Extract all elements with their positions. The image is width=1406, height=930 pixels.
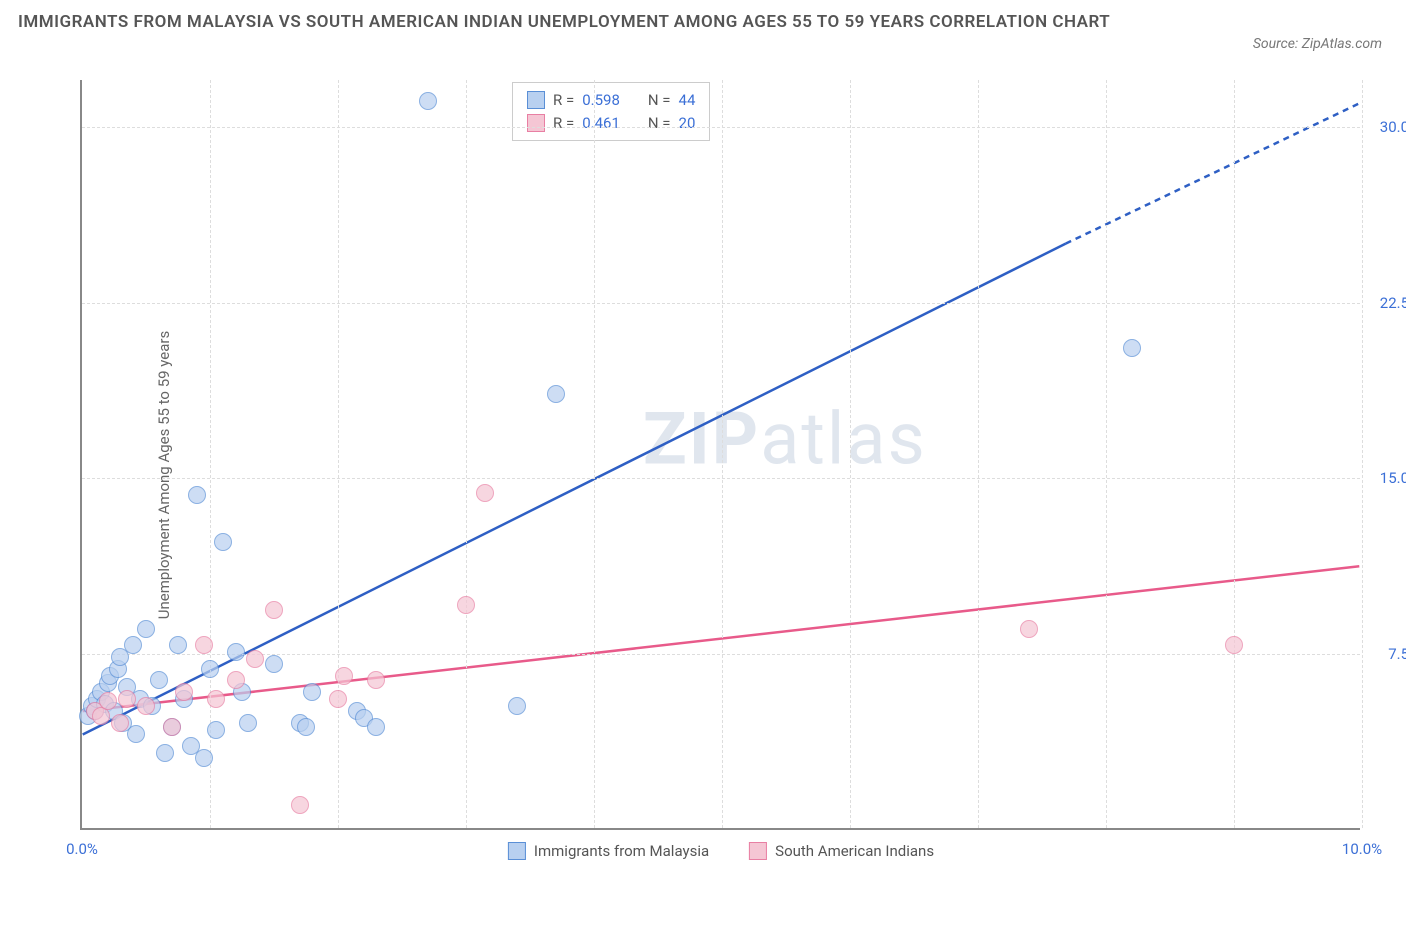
scatter-point (124, 636, 142, 654)
series-legend-label: Immigrants from Malaysia (534, 842, 709, 860)
scatter-point (156, 744, 174, 762)
scatter-point (111, 714, 129, 732)
scatter-point (1225, 636, 1243, 654)
chart-container: Unemployment Among Ages 55 to 59 years Z… (60, 80, 1380, 870)
scatter-point (118, 690, 136, 708)
scatter-point (195, 749, 213, 767)
legend-swatch (527, 114, 545, 132)
scatter-point (214, 533, 232, 551)
legend-r-label: R = (553, 112, 574, 135)
x-tick-label: 10.0% (1342, 840, 1382, 858)
scatter-point (195, 636, 213, 654)
scatter-point (335, 667, 353, 685)
legend-n-value: 44 (679, 89, 696, 112)
y-tick-label: 22.5% (1380, 294, 1406, 312)
gridline-vertical (210, 80, 211, 828)
legend-stats-row: R = 0.461 N = 20 (527, 112, 695, 135)
scatter-point (207, 690, 225, 708)
y-tick-label: 7.5% (1388, 645, 1406, 663)
scatter-point (367, 718, 385, 736)
stats-legend: R = 0.598 N = 44 R = 0.461 N = 20 (512, 82, 710, 141)
scatter-point (227, 643, 245, 661)
scatter-point (99, 692, 117, 710)
plot-area: ZIPatlas R =0.598N =44R =0.461N =20 Immi… (80, 80, 1360, 830)
scatter-point (303, 683, 321, 701)
scatter-point (137, 620, 155, 638)
series-legend-label: South American Indians (775, 842, 934, 860)
gridline-horizontal (82, 303, 1360, 304)
scatter-point (163, 718, 181, 736)
scatter-point (207, 721, 225, 739)
scatter-point (297, 718, 315, 736)
scatter-point (169, 636, 187, 654)
gridline-vertical (978, 80, 979, 828)
scatter-point (239, 714, 257, 732)
legend-r-label: R = (553, 89, 574, 112)
scatter-point (227, 671, 245, 689)
watermark: ZIPatlas (643, 397, 927, 482)
scatter-point (188, 486, 206, 504)
scatter-point (291, 796, 309, 814)
scatter-point (508, 697, 526, 715)
legend-n-label: N = (648, 112, 671, 135)
scatter-point (137, 697, 155, 715)
y-tick-label: 15.0% (1380, 469, 1406, 487)
scatter-point (457, 596, 475, 614)
trend-lines-svg (82, 80, 1360, 828)
scatter-point (265, 655, 283, 673)
scatter-point (367, 671, 385, 689)
gridline-vertical (1106, 80, 1107, 828)
legend-n-value: 20 (679, 112, 696, 135)
scatter-point (201, 660, 219, 678)
y-tick-label: 30.0% (1380, 118, 1406, 136)
gridline-vertical (466, 80, 467, 828)
series-legend-item: South American Indians (749, 842, 934, 860)
gridline-horizontal (82, 478, 1360, 479)
legend-swatch (527, 91, 545, 109)
scatter-point (1020, 620, 1038, 638)
gridline-vertical (850, 80, 851, 828)
legend-stats-row: R = 0.598 N = 44 (527, 89, 695, 112)
gridline-horizontal (82, 127, 1360, 128)
gridline-vertical (1234, 80, 1235, 828)
scatter-point (150, 671, 168, 689)
legend-r-value: 0.598 (582, 89, 620, 112)
x-tick-label: 0.0% (66, 840, 98, 858)
scatter-point (246, 650, 264, 668)
scatter-point (547, 385, 565, 403)
series-legend: Immigrants from Malaysia South American I… (508, 842, 934, 860)
gridline-vertical (722, 80, 723, 828)
scatter-point (127, 725, 145, 743)
gridline-vertical (1362, 80, 1363, 828)
scatter-point (265, 601, 283, 619)
scatter-point (175, 683, 193, 701)
scatter-point (419, 92, 437, 110)
legend-swatch (749, 842, 767, 860)
scatter-point (476, 484, 494, 502)
legend-swatch (508, 842, 526, 860)
legend-r-value: 0.461 (582, 112, 620, 135)
chart-title: IMMIGRANTS FROM MALAYSIA VS SOUTH AMERIC… (18, 10, 1110, 36)
source-attribution: Source: ZipAtlas.com (1253, 36, 1382, 52)
gridline-vertical (594, 80, 595, 828)
scatter-point (329, 690, 347, 708)
legend-n-label: N = (648, 89, 671, 112)
gridline-vertical (338, 80, 339, 828)
scatter-point (1123, 339, 1141, 357)
series-legend-item: Immigrants from Malaysia (508, 842, 709, 860)
